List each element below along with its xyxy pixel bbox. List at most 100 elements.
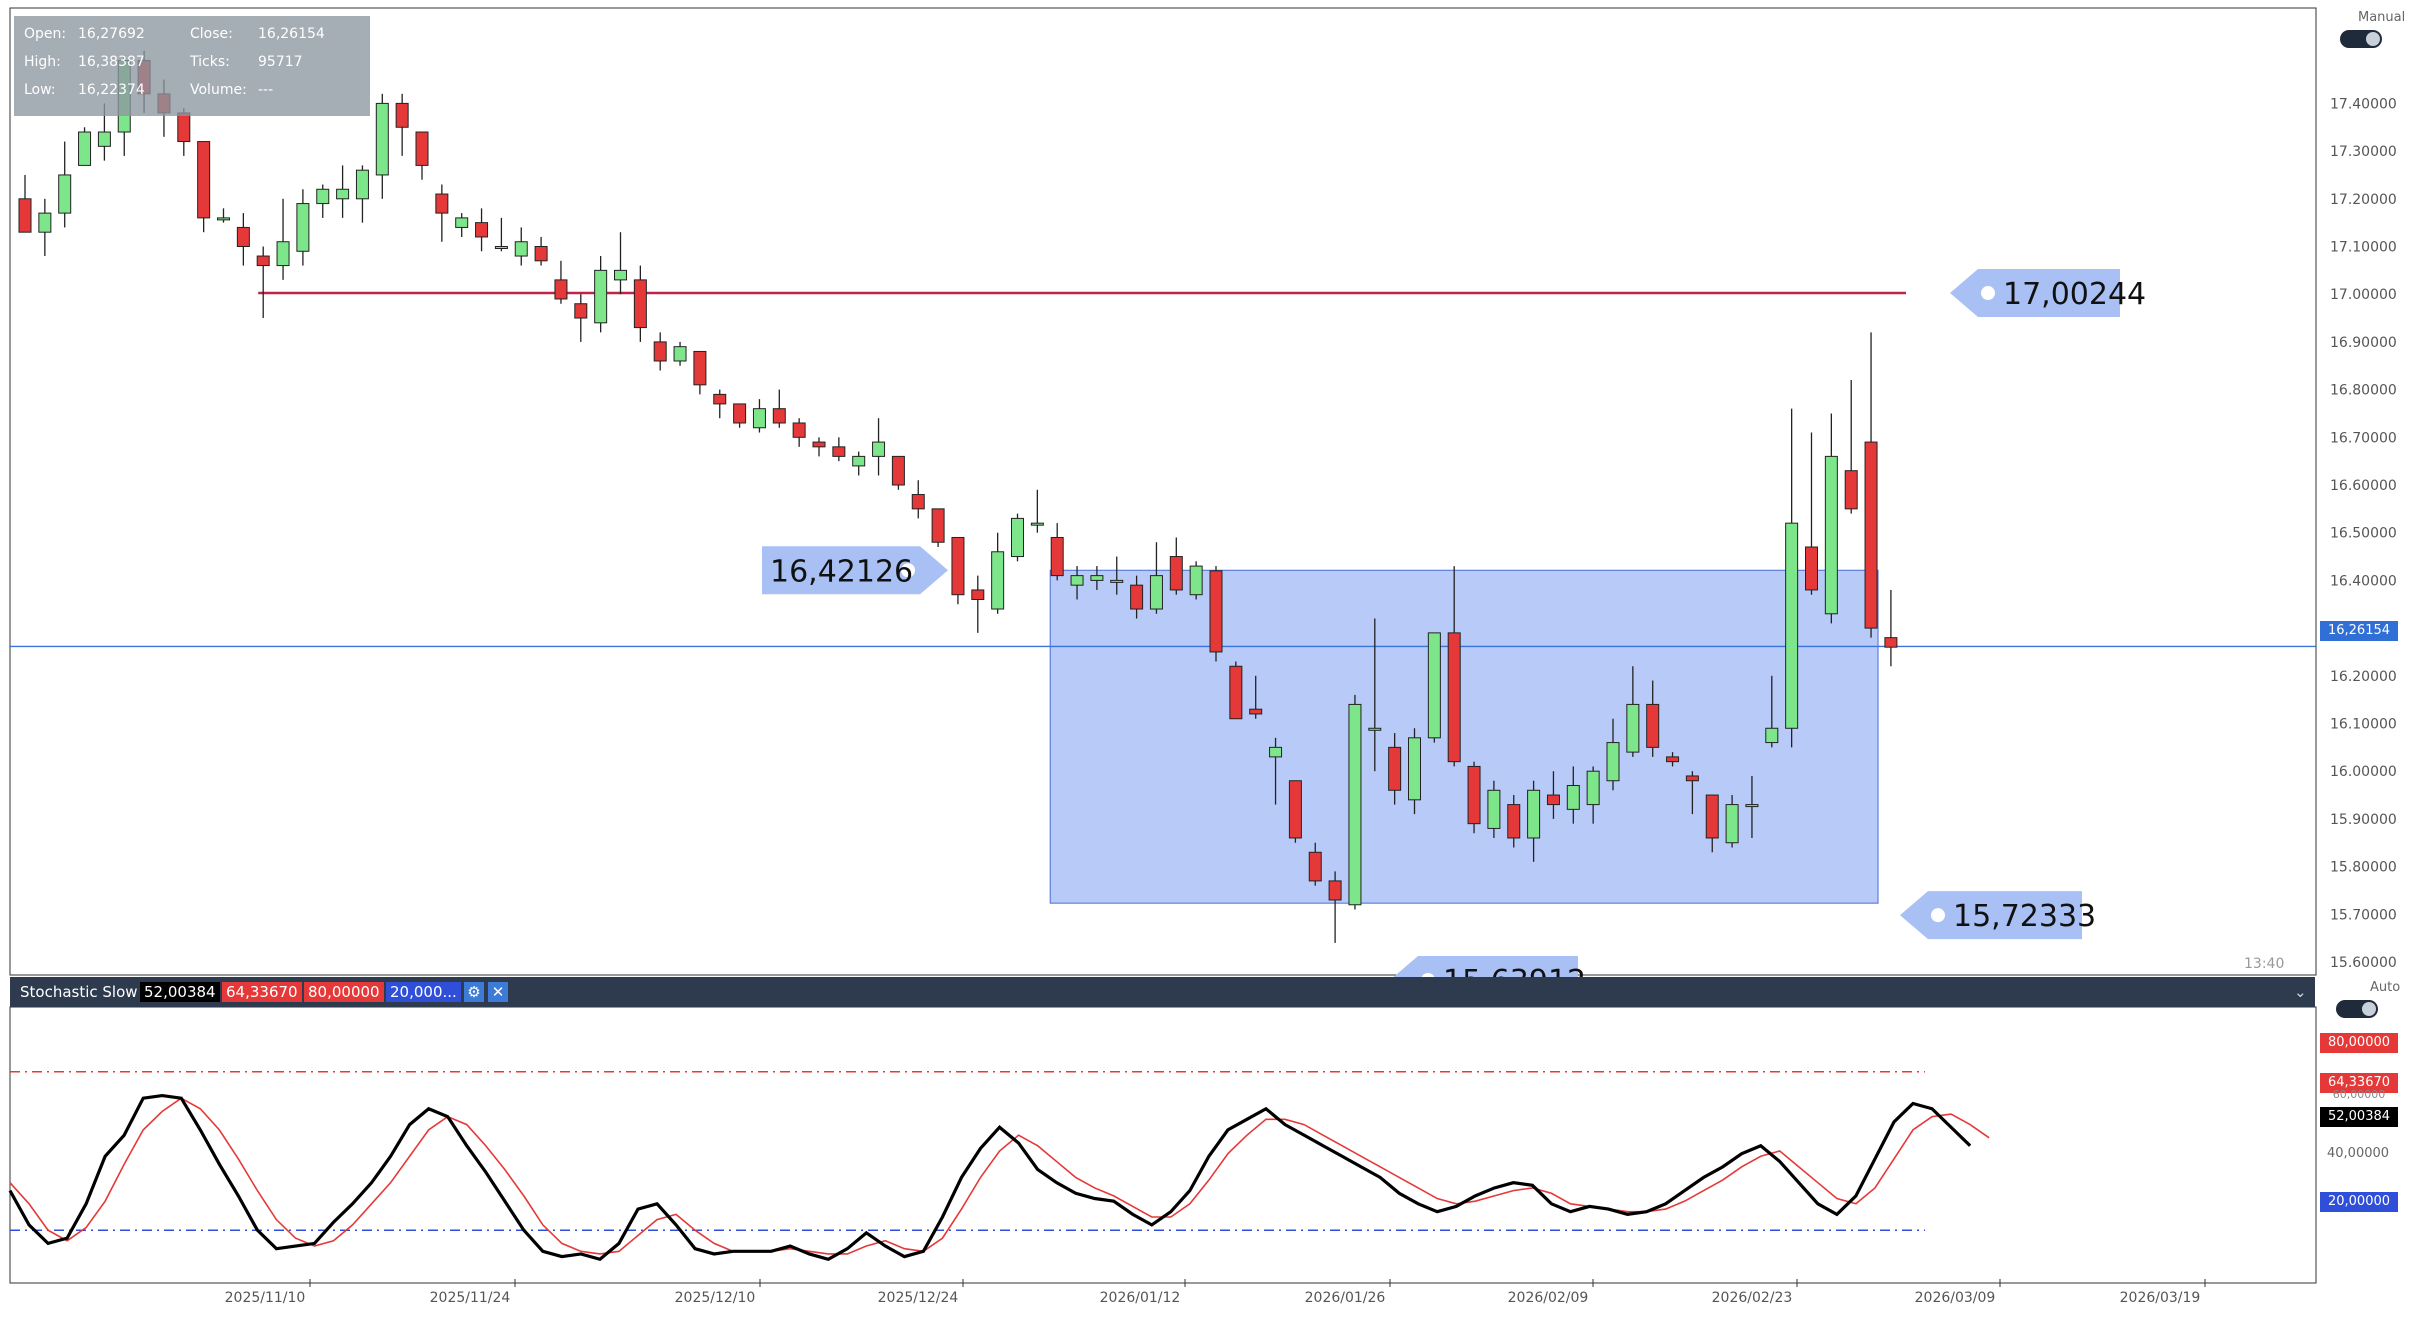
resistance-value-label: 17,00244: [2003, 277, 2146, 312]
candle-body: [1488, 790, 1500, 828]
candle: [1210, 566, 1222, 661]
candle-body: [1587, 771, 1599, 804]
candle-body: [1428, 633, 1440, 738]
stoch-lower-value: 20,000...: [386, 982, 461, 1002]
candle: [476, 208, 488, 251]
candle-body: [436, 194, 448, 213]
close-icon[interactable]: ✕: [488, 982, 508, 1002]
stoch-k-tag: 52,00384: [2320, 1107, 2398, 1127]
date-tick-label: 2026/01/26: [1305, 1290, 1386, 1306]
candle-body: [1448, 633, 1460, 762]
date-tick-label: 2026/02/23: [1712, 1290, 1793, 1306]
candle: [277, 199, 289, 280]
low-label: Low:: [24, 82, 56, 98]
volume-label: Volume:: [190, 82, 247, 98]
candle-body: [674, 347, 686, 361]
high-value: 16,38387: [78, 54, 145, 70]
candle-body: [1528, 790, 1540, 838]
candle-body: [892, 456, 904, 485]
candle-body: [734, 404, 746, 423]
candle-body: [1806, 547, 1818, 590]
candle-body: [1131, 585, 1143, 609]
stoch-k-line: [10, 1096, 1970, 1260]
candle: [753, 399, 765, 432]
candle-body: [376, 103, 388, 175]
candle: [495, 218, 507, 251]
candle-body: [1349, 704, 1361, 904]
candle: [79, 127, 91, 165]
candle-body: [178, 113, 190, 142]
manual-toggle[interactable]: [2340, 30, 2382, 48]
ticks-value: 95717: [258, 54, 303, 70]
box-bottom-value-label: 15,72333: [1953, 899, 2096, 934]
candle: [575, 294, 587, 342]
candle: [237, 213, 249, 265]
candle: [218, 208, 230, 222]
candle: [773, 390, 785, 428]
candle-body: [396, 103, 408, 127]
price-tick-label: 16.70000: [2330, 430, 2397, 446]
candle-body: [1627, 704, 1639, 752]
candle-body: [1389, 747, 1401, 790]
candle: [555, 261, 567, 304]
box-bottom-callout[interactable]: 15,72333: [1900, 891, 2096, 939]
auto-toggle[interactable]: [2336, 1000, 2378, 1018]
candle-body: [853, 456, 865, 466]
candle: [1428, 633, 1440, 743]
candle-body: [237, 227, 249, 246]
stoch-d-line: [10, 1098, 1989, 1254]
candle: [1885, 590, 1897, 666]
stoch-mid-tag: 60,00000: [2320, 1089, 2398, 1101]
candle-body: [1409, 738, 1421, 800]
range-box[interactable]: [1050, 570, 1878, 903]
resistance-callout[interactable]: 17,00244: [1950, 269, 2146, 317]
price-tick-label: 17.30000: [2330, 144, 2397, 160]
candle: [1289, 781, 1301, 843]
candle-body: [297, 204, 309, 252]
date-tick-label: 2026/02/09: [1508, 1290, 1589, 1306]
callout-dot: [1931, 908, 1945, 922]
candle-body: [515, 242, 527, 256]
callout-dot: [1981, 286, 1995, 300]
price-tick-label: 17.00000: [2330, 287, 2397, 303]
candle-body: [535, 247, 547, 261]
candle-body: [1309, 852, 1321, 881]
candle: [436, 184, 448, 241]
candle: [1051, 523, 1063, 580]
candle: [1190, 561, 1202, 599]
price-tick-label: 15.60000: [2330, 955, 2397, 971]
candle-body: [1329, 881, 1341, 900]
settings-icon[interactable]: ⚙: [464, 982, 484, 1002]
price-tick-label: 16.10000: [2330, 717, 2397, 733]
candle: [1865, 332, 1877, 637]
candle-body: [59, 175, 71, 213]
candle-body: [694, 351, 706, 384]
candle: [337, 165, 349, 217]
candle: [1786, 409, 1798, 748]
price-tick-label: 16.20000: [2330, 669, 2397, 685]
indicator-name: Stochastic Slow: [20, 982, 138, 1002]
candle-body: [1190, 566, 1202, 595]
candle: [257, 247, 269, 319]
date-tick-label: 2025/12/24: [878, 1290, 959, 1306]
price-tick-label: 16.50000: [2330, 526, 2397, 542]
candle: [734, 404, 746, 428]
candle-body: [1508, 805, 1520, 838]
chevron-down-icon[interactable]: ⌄: [2294, 982, 2307, 1002]
candle-body: [1825, 456, 1837, 613]
date-tick-label: 2026/01/12: [1100, 1290, 1181, 1306]
price-tick-label: 15.70000: [2330, 907, 2397, 923]
box-top-callout[interactable]: 16,42126: [762, 546, 948, 594]
candle-body: [1012, 518, 1024, 556]
candle: [198, 142, 210, 233]
candle-body: [972, 590, 984, 600]
candle-body: [456, 218, 468, 228]
candle: [912, 480, 924, 518]
candle: [833, 437, 845, 461]
candle: [39, 199, 51, 256]
date-tick-label: 2025/11/10: [225, 1290, 306, 1306]
candle: [396, 94, 408, 156]
candle: [714, 390, 726, 419]
price-tick-label: 16.40000: [2330, 573, 2397, 589]
